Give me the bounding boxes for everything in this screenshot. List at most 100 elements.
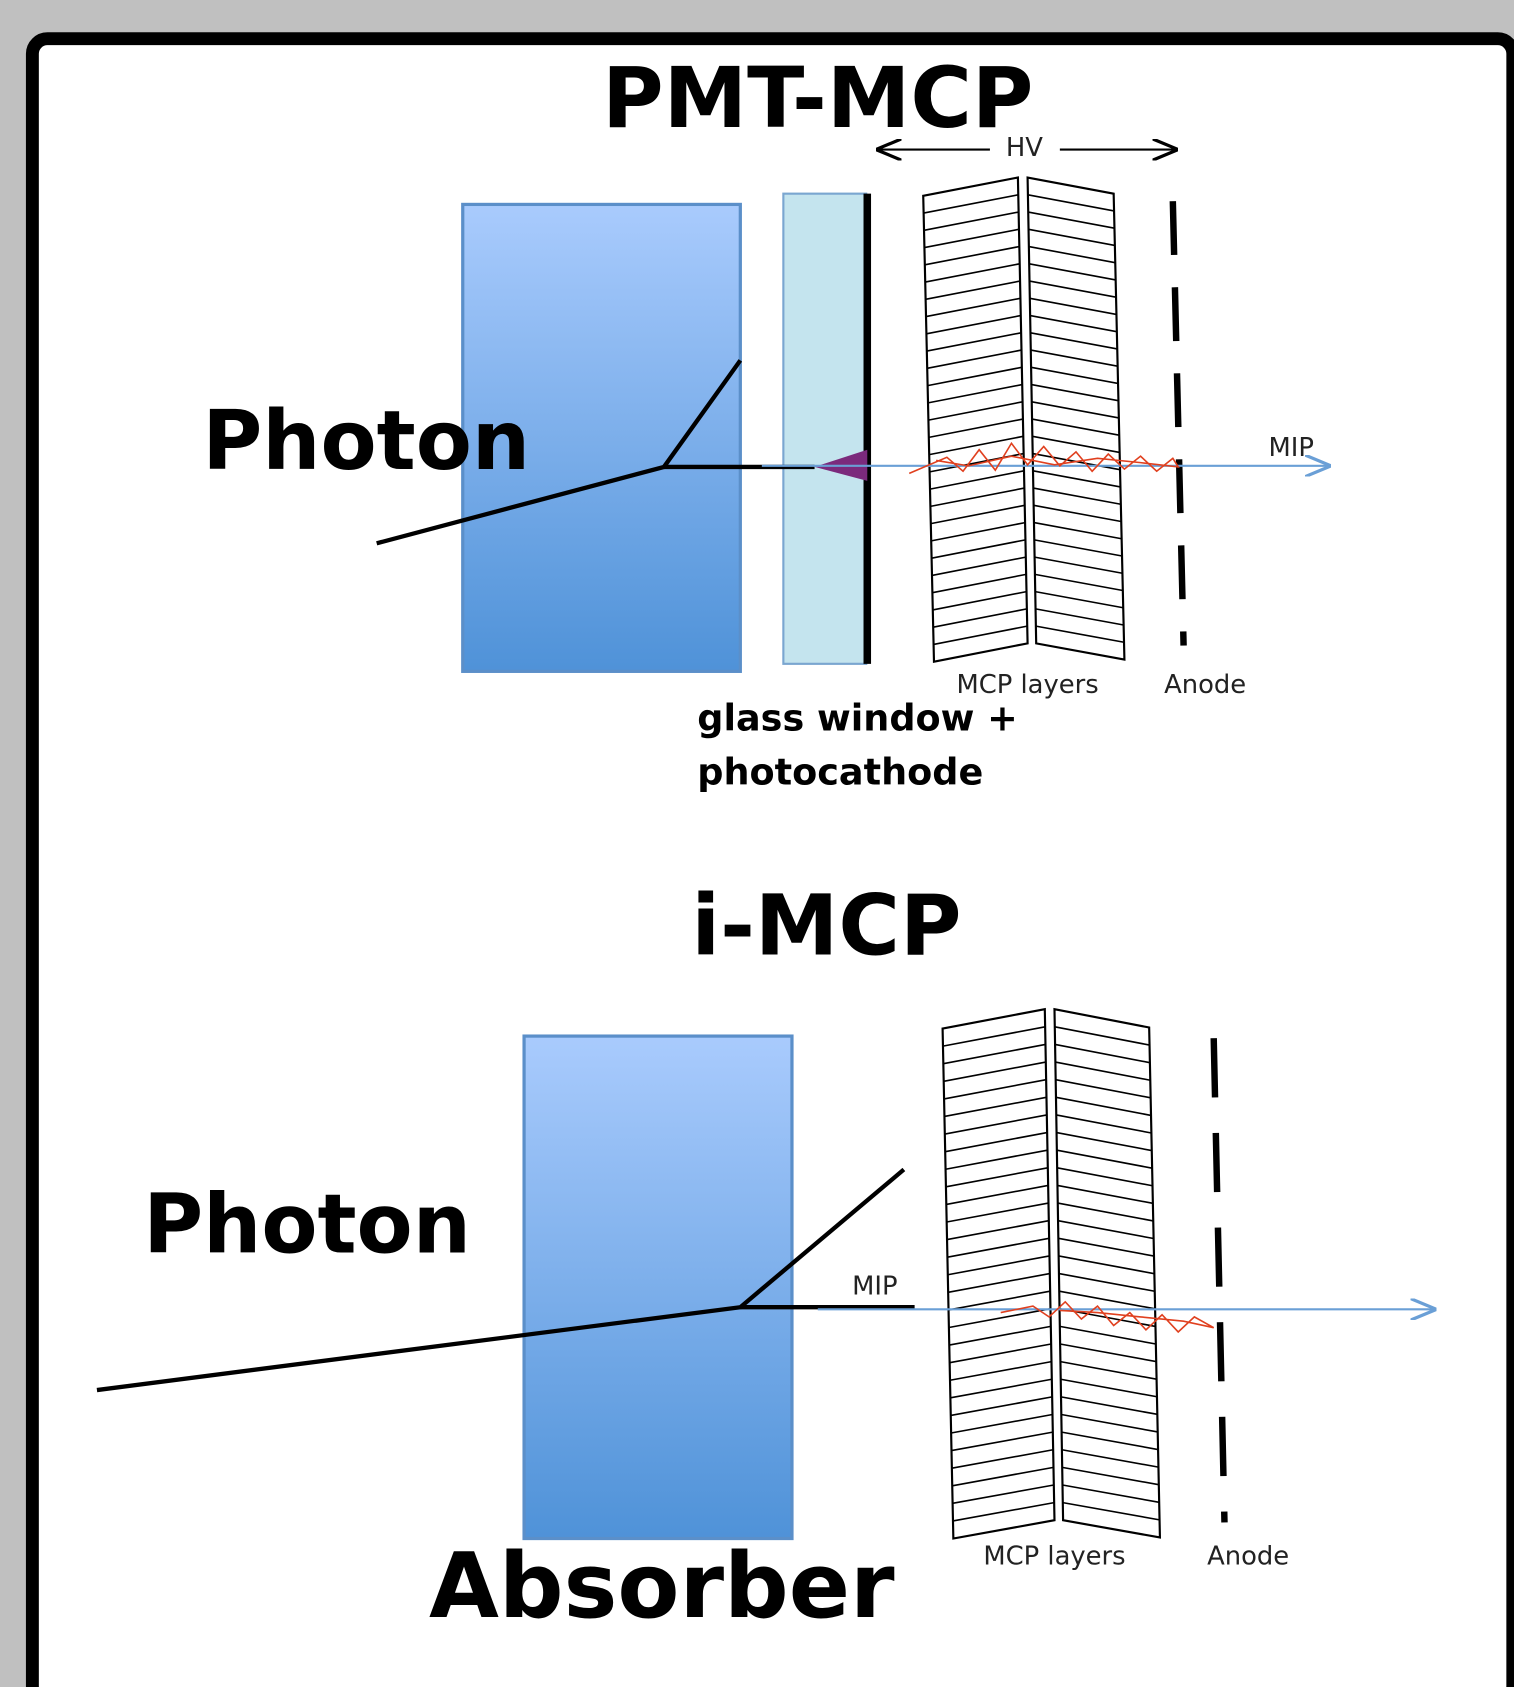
mcp-channel <box>1062 1466 1159 1486</box>
mcp-channel <box>926 332 1022 352</box>
mcp-channel <box>1027 193 1115 212</box>
mcp-channel <box>1056 1131 1152 1152</box>
mcp-channel <box>1034 539 1123 557</box>
mcp-channel <box>1034 556 1123 575</box>
mcp-channel <box>925 280 1021 301</box>
mcp-channel <box>926 314 1021 335</box>
mcp-channel <box>952 1484 1054 1505</box>
mcp-channel <box>1034 573 1123 592</box>
mcp-channel <box>950 1396 1053 1417</box>
mcp-channel <box>931 521 1026 542</box>
mcp-channel <box>1030 332 1118 350</box>
anode-label: Anode <box>1207 1541 1289 1571</box>
mip-label: MIP <box>852 1271 897 1301</box>
mcp-channel <box>924 228 1020 249</box>
mcp-channel <box>1031 383 1119 402</box>
mcp-channel <box>944 1114 1047 1135</box>
mcp-channel <box>929 470 1025 490</box>
mcp-channel <box>931 539 1026 559</box>
mcp-channel <box>945 1166 1048 1188</box>
mcp-channel <box>1061 1448 1159 1468</box>
mcp-channel <box>943 1061 1046 1083</box>
mcp-layers <box>941 1007 1162 1540</box>
mcp-channel <box>1029 280 1117 298</box>
mcp-channel <box>1061 1431 1159 1451</box>
mcp-channel <box>927 366 1023 387</box>
mcp-channel <box>1060 1378 1158 1398</box>
mcp-channel <box>950 1413 1053 1434</box>
mcp-channel <box>952 1466 1054 1487</box>
mcp-channel <box>951 1431 1053 1452</box>
mcp-channel <box>948 1272 1050 1294</box>
mcp-channel <box>927 349 1022 370</box>
mcp-label: MCP layers <box>983 1541 1125 1571</box>
mcp-channel <box>1035 625 1125 644</box>
mcp-channel <box>925 297 1021 318</box>
mcp-channel <box>925 263 1020 283</box>
mcp-channel <box>950 1378 1052 1399</box>
mcp-channel <box>1058 1272 1155 1293</box>
mcp-channel <box>1059 1343 1157 1363</box>
mcp-channel <box>1057 1184 1154 1205</box>
mcp-channel <box>1062 1484 1160 1504</box>
mcp-channel <box>1058 1237 1155 1257</box>
mcp-channel <box>943 1043 1046 1065</box>
absorber-label: Absorber <box>429 1534 895 1639</box>
mcp-channel <box>930 504 1025 525</box>
mcp-channel <box>951 1448 1054 1469</box>
glass-label: glass window + <box>697 697 1018 740</box>
mcp-channel <box>928 401 1023 421</box>
mcp-layers <box>922 176 1126 663</box>
mcp-channel <box>923 193 1019 214</box>
mcp-plate <box>1053 1007 1162 1539</box>
mcp-channel <box>1029 314 1117 333</box>
mcp-channel <box>1062 1501 1160 1521</box>
mcp-channel <box>932 573 1027 594</box>
mcp-channel <box>1056 1149 1153 1169</box>
mcp-channel <box>947 1255 1050 1276</box>
mcp-channel <box>1030 349 1118 367</box>
mcp-channel <box>928 418 1024 439</box>
mcp-channel <box>944 1096 1047 1118</box>
anode <box>1169 201 1187 646</box>
electron-cascade <box>908 441 1180 475</box>
mcp-channel <box>1061 1413 1158 1433</box>
mcp-channel <box>933 625 1028 646</box>
anode-label: Anode <box>1164 670 1246 700</box>
glass-label: photocathode <box>697 750 983 793</box>
mcp-channel <box>945 1131 1048 1153</box>
mcp-channel <box>946 1184 1049 1206</box>
mcp-channel <box>1028 245 1116 264</box>
absorber <box>461 202 742 673</box>
mcp-channel <box>943 1078 1047 1100</box>
mcp-channel <box>1060 1396 1158 1416</box>
mcp-channel <box>946 1219 1049 1241</box>
mcp-channel <box>1060 1360 1157 1380</box>
photon-label: Photon <box>143 1177 471 1272</box>
mcp-channel <box>927 383 1023 404</box>
mcp-channel <box>1035 590 1124 609</box>
mcp-channel <box>923 211 1019 232</box>
mcp-channel <box>1054 1043 1151 1064</box>
title: i-MCP <box>691 876 961 974</box>
electron-cascade <box>1000 1300 1215 1334</box>
mcp-channel <box>1035 608 1124 626</box>
mcp-plate <box>941 1007 1056 1540</box>
mcp-channel <box>1032 470 1121 488</box>
mcp-channel <box>949 1343 1052 1364</box>
mcp-channel <box>1055 1096 1152 1117</box>
mcp-channel <box>1055 1078 1151 1099</box>
mcp-channel <box>942 1026 1046 1047</box>
mcp-channel <box>932 590 1027 611</box>
mcp-channel <box>1056 1114 1152 1134</box>
mcp-channel <box>1059 1325 1156 1345</box>
mcp-channel <box>929 435 1024 456</box>
mcp-channel <box>1057 1219 1154 1240</box>
mcp-plate <box>922 176 1029 663</box>
mcp-channel <box>947 1237 1050 1258</box>
mcp-label: MCP layers <box>956 670 1098 700</box>
mcp-channel <box>1031 401 1119 419</box>
mcp-channel <box>948 1290 1051 1311</box>
